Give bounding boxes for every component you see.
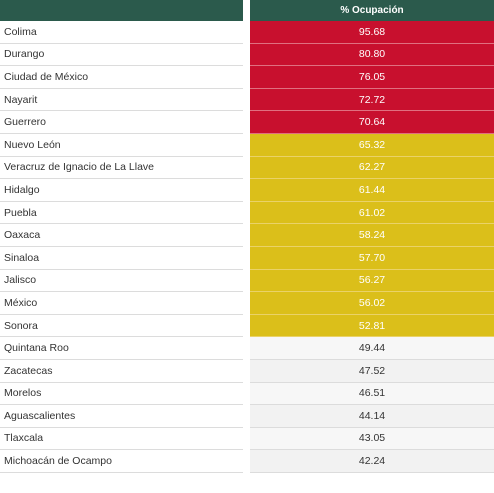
occupancy-value-cell: 65.32 xyxy=(250,133,494,157)
occupancy-value-cell: 49.44 xyxy=(250,337,494,360)
state-cell: Michoacán de Ocampo xyxy=(0,450,243,473)
occupancy-value-cell: 95.68 xyxy=(250,21,494,44)
occupancy-value-cell: 46.51 xyxy=(250,382,494,406)
occupancy-value-cell: 56.27 xyxy=(250,269,494,293)
state-cell: Sonora xyxy=(0,314,243,338)
occupancy-value-cell: 44.14 xyxy=(250,405,494,428)
state-cell: Hidalgo xyxy=(0,179,243,202)
occupancy-value-cell: 52.81 xyxy=(250,314,494,338)
occupancy-column: % Ocupación 95.68 80.80 76.05 72.72 70.64 65.… xyxy=(250,0,494,473)
occupancy-rows: 95.68 80.80 76.05 72.72 70.64 65.32 62.27 61.44… xyxy=(250,21,494,473)
occupancy-value-cell: 47.52 xyxy=(250,359,494,383)
occupancy-column-header: % Ocupación xyxy=(250,0,494,21)
state-cell: Quintana Roo xyxy=(0,337,243,360)
state-cell: Zacatecas xyxy=(0,359,243,383)
state-cell: Durango xyxy=(0,43,243,67)
state-cell: Veracruz de Ignacio de La Llave xyxy=(0,156,243,180)
state-cell: Tlaxcala xyxy=(0,427,243,451)
occupancy-value-cell: 57.70 xyxy=(250,246,494,270)
state-cell: Oaxaca xyxy=(0,224,243,247)
state-cell: Aguascalientes xyxy=(0,405,243,428)
occupancy-value-cell: 80.80 xyxy=(250,43,494,67)
state-cell: Sinaloa xyxy=(0,246,243,270)
state-column: Colima Durango Ciudad de México Nayarit Guer… xyxy=(0,0,243,473)
occupancy-value-cell: 62.27 xyxy=(250,156,494,180)
state-cell: Puebla xyxy=(0,201,243,225)
state-cell: México xyxy=(0,292,243,315)
state-cell: Jalisco xyxy=(0,269,243,293)
state-cell: Morelos xyxy=(0,382,243,406)
state-column-header xyxy=(0,0,243,21)
state-cell: Colima xyxy=(0,21,243,44)
occupancy-value-cell: 56.02 xyxy=(250,292,494,315)
state-rows: Colima Durango Ciudad de México Nayarit Guer… xyxy=(0,21,243,473)
state-cell: Guerrero xyxy=(0,111,243,134)
occupancy-value-cell: 70.64 xyxy=(250,111,494,134)
occupancy-value-cell: 72.72 xyxy=(250,88,494,112)
occupancy-value-cell: 61.02 xyxy=(250,201,494,225)
occupancy-value-cell: 43.05 xyxy=(250,427,494,451)
occupancy-value-cell: 76.05 xyxy=(250,66,494,89)
state-cell: Ciudad de México xyxy=(0,66,243,89)
occupancy-value-cell: 42.24 xyxy=(250,450,494,473)
state-cell: Nuevo León xyxy=(0,133,243,157)
state-cell: Nayarit xyxy=(0,88,243,112)
occupancy-value-cell: 58.24 xyxy=(250,224,494,247)
occupancy-value-cell: 61.44 xyxy=(250,179,494,202)
